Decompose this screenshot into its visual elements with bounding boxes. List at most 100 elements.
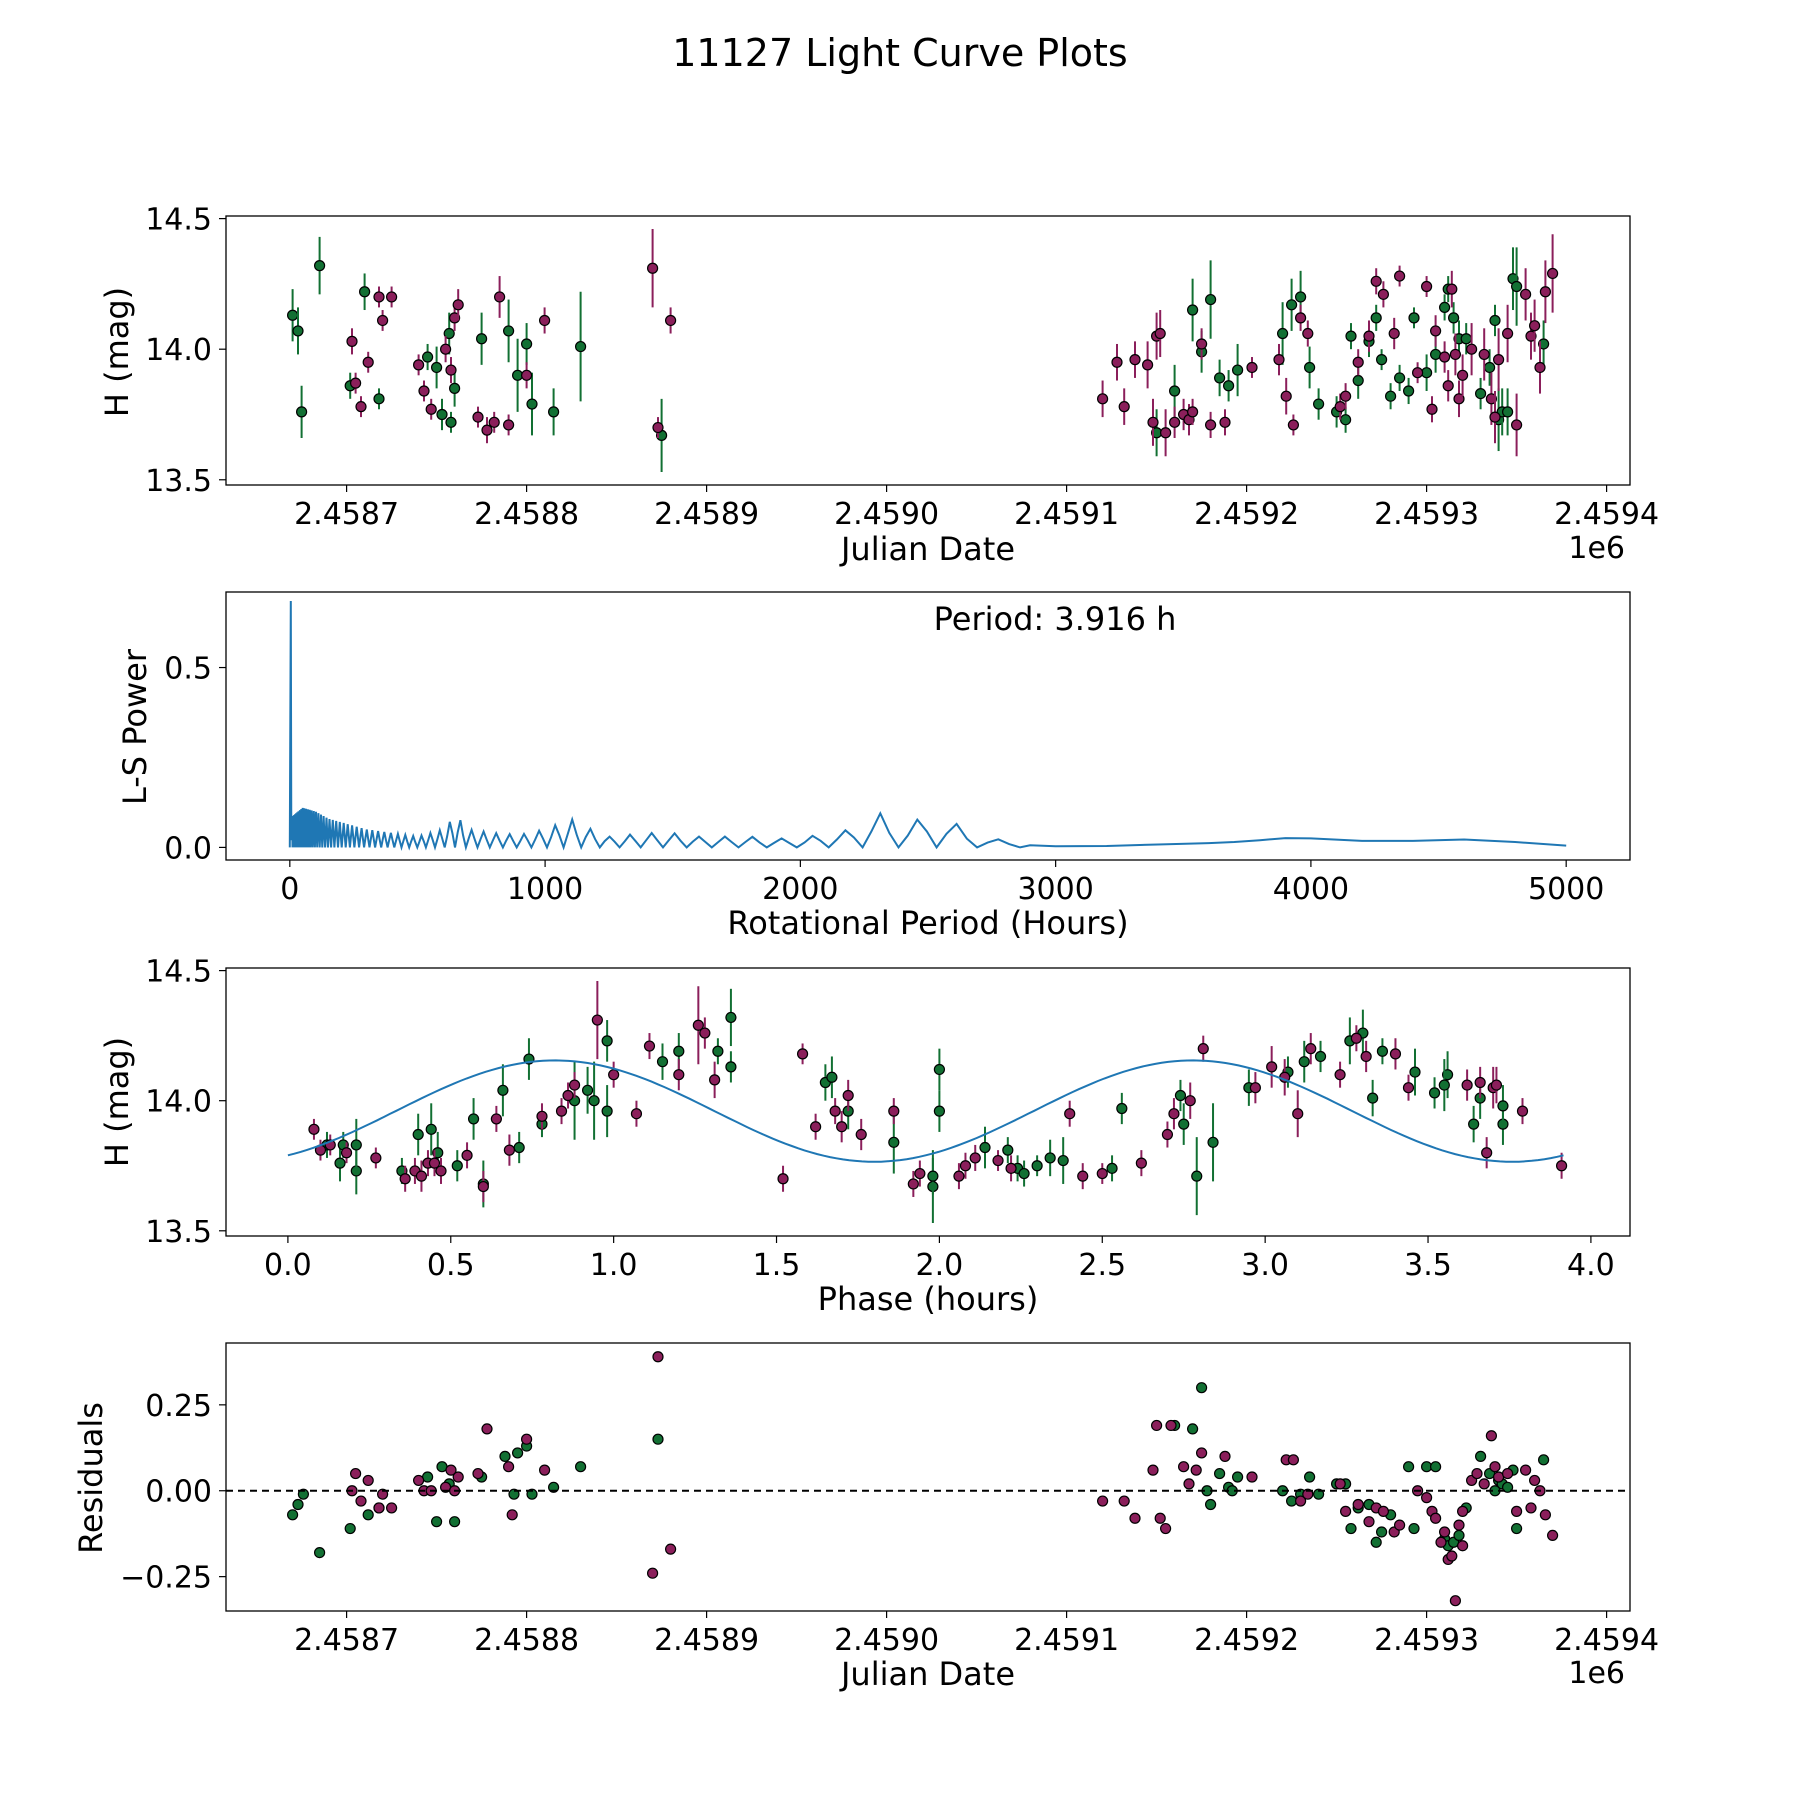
green-point — [1303, 1471, 1316, 1483]
purple-point — [664, 314, 677, 327]
purple-point — [1360, 1050, 1372, 1063]
y-tick-label: 14.0 — [145, 333, 212, 368]
x-tick-label: 2.4591 — [1014, 1623, 1119, 1658]
purple-point — [477, 1180, 489, 1193]
purple-point — [1352, 356, 1364, 368]
green-point — [1207, 1136, 1219, 1148]
purple-point — [969, 1152, 981, 1164]
period-annotation: Period: 3.916 h — [934, 600, 1177, 638]
purple-point — [445, 364, 457, 376]
purple-point — [445, 1464, 457, 1476]
purple-point — [1064, 1108, 1076, 1120]
residuals-offset-label: 1e6 — [1568, 1656, 1625, 1691]
purple-point — [777, 1173, 789, 1185]
purple-point — [503, 419, 515, 431]
residuals-ylabel: Residuals — [72, 1402, 110, 1554]
purple-point — [1446, 1550, 1458, 1562]
green-point — [1312, 398, 1325, 410]
green-point — [292, 325, 304, 337]
purple-point — [1485, 393, 1498, 405]
green-point — [476, 333, 488, 345]
purple-point — [418, 385, 430, 397]
green-point — [1428, 1087, 1441, 1099]
green-point — [1438, 301, 1451, 314]
purple-point — [1489, 411, 1501, 423]
periodogram-ylabel: L-S Power — [116, 648, 154, 805]
x-tick-label: 0.0 — [264, 1248, 312, 1283]
purple-point — [1183, 1478, 1195, 1490]
purple-point — [1129, 1512, 1141, 1524]
purple-point — [1280, 390, 1292, 402]
green-point — [1402, 385, 1415, 397]
green-point — [520, 338, 533, 350]
purple-point — [472, 411, 484, 423]
purple-point — [1168, 1108, 1180, 1120]
purple-point — [425, 403, 437, 415]
purple-point — [959, 1160, 972, 1172]
green-point — [1438, 1079, 1450, 1091]
green-point — [712, 1045, 724, 1057]
purple-point — [1141, 359, 1154, 371]
lightcurve-offset-label: 1e6 — [1568, 531, 1625, 566]
purple-point — [1393, 270, 1406, 282]
residuals-plot: 2.4587 2.4588 2.4589 2.4590 2.4591 2.4592 2.45… — [120, 1342, 1659, 1658]
purple-point — [346, 335, 358, 347]
y-tick-label: −0.25 — [120, 1561, 212, 1596]
purple-point — [992, 1154, 1004, 1167]
purple-point — [810, 1121, 822, 1133]
purple-point — [1129, 354, 1141, 366]
green-point — [1376, 1045, 1389, 1057]
phased-plot: 0.0 0.5 1.0 1.5 2.0 2.5 3.0 3.5 4.0 13.5 14.0 14.5 — [145, 955, 1631, 1283]
purple-point — [855, 1128, 867, 1141]
green-point — [1276, 327, 1289, 340]
x-tick-label: 3000 — [1017, 872, 1093, 907]
figure-title: 11127 Light Curve Plots — [672, 31, 1127, 75]
purple-point — [1150, 1419, 1163, 1432]
purple-point — [449, 312, 461, 324]
green-point — [1168, 385, 1181, 397]
purple-point — [340, 1147, 353, 1159]
green-point — [979, 1141, 991, 1154]
purple-point — [829, 1105, 841, 1117]
green-point — [513, 1141, 525, 1154]
purple-point — [1352, 1498, 1364, 1511]
y-tick-label: 14.0 — [145, 1085, 212, 1120]
green-point — [422, 351, 434, 363]
green-point — [1314, 1050, 1327, 1063]
green-point — [1116, 1102, 1128, 1115]
purple-point — [1334, 1069, 1346, 1081]
x-tick-label: 2.4588 — [474, 497, 579, 532]
green-point — [1453, 1529, 1465, 1542]
green-point — [581, 1084, 594, 1096]
purple-point — [355, 1495, 367, 1507]
purple-point — [1204, 419, 1217, 431]
green-point — [1204, 293, 1217, 306]
purple-point — [1555, 1160, 1568, 1172]
purple-point — [555, 1105, 568, 1117]
purple-point — [1485, 1430, 1498, 1442]
green-point — [1429, 1461, 1442, 1473]
purple-point — [1388, 327, 1400, 340]
green-point — [673, 1045, 685, 1057]
green-point — [1057, 1154, 1069, 1167]
power-spectrum-line — [288, 600, 1567, 852]
purple-point — [1481, 1147, 1493, 1159]
purple-point — [1334, 1478, 1346, 1490]
axes-frame — [225, 215, 1631, 486]
green-point — [1375, 1526, 1388, 1538]
green-point — [292, 1498, 304, 1511]
green-point — [449, 382, 461, 394]
purple-point — [538, 1464, 551, 1476]
purple-point — [1449, 1595, 1462, 1607]
purple-point — [1147, 416, 1159, 428]
green-point — [287, 309, 299, 321]
purple-point — [435, 1165, 447, 1177]
purple-point — [503, 1461, 515, 1473]
purple-point — [1118, 1495, 1130, 1507]
green-point — [1195, 1382, 1208, 1394]
purple-point — [1546, 1529, 1559, 1542]
x-tick-label: 2.4594 — [1554, 1623, 1659, 1658]
purple-point — [1370, 275, 1382, 287]
y-tick-label: 0.00 — [145, 1475, 212, 1510]
x-tick-label: 2.4592 — [1194, 497, 1299, 532]
